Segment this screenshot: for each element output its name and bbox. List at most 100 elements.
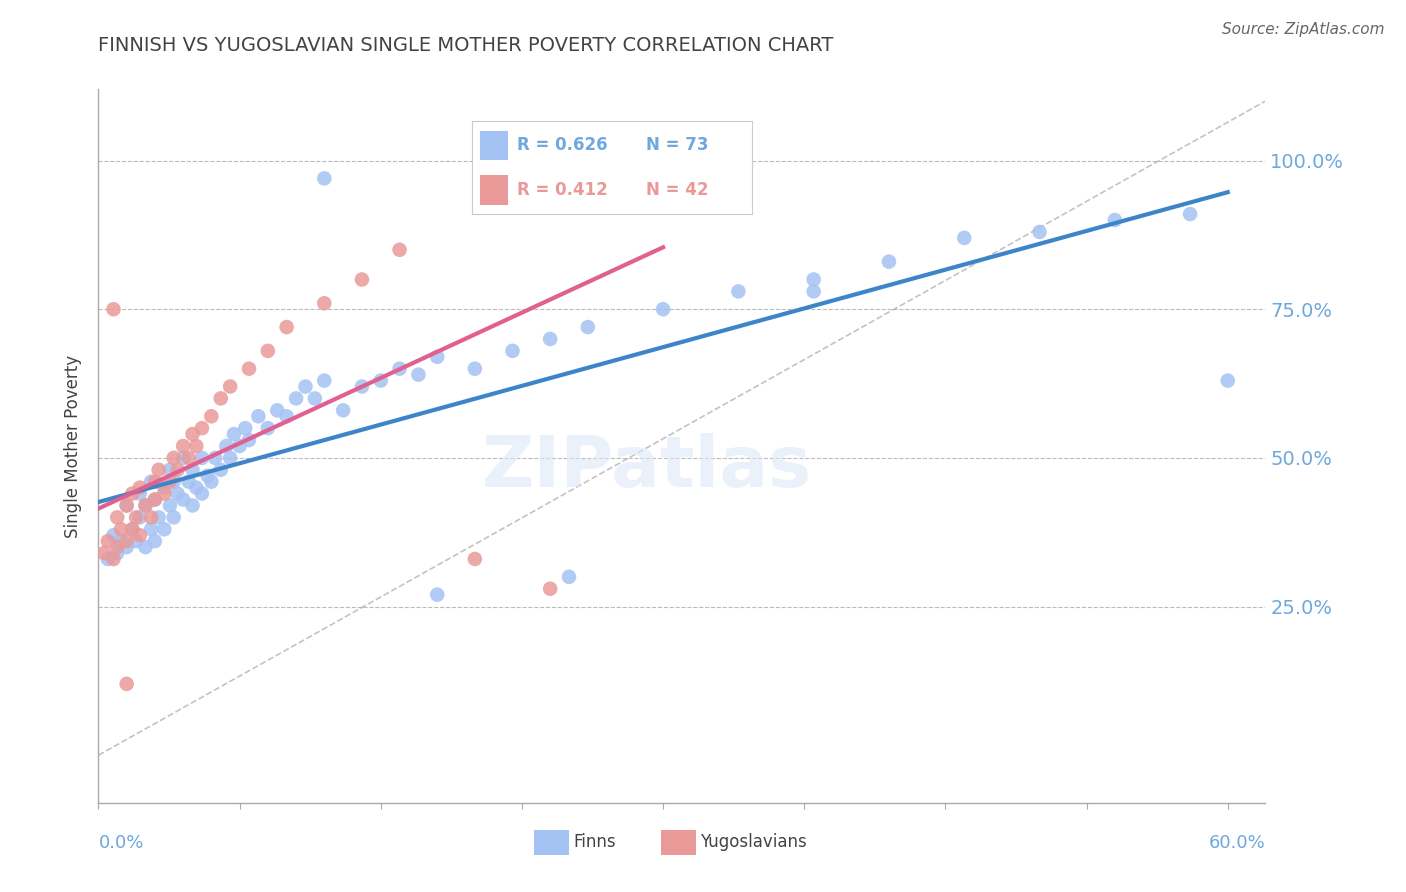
Point <box>172 439 194 453</box>
Point <box>332 403 354 417</box>
Point <box>256 421 278 435</box>
Point <box>464 552 486 566</box>
Point <box>408 368 430 382</box>
Point <box>1104 213 1126 227</box>
Point <box>134 499 156 513</box>
Point <box>186 481 208 495</box>
Point <box>159 499 181 513</box>
Point <box>172 492 194 507</box>
Point <box>159 463 181 477</box>
Text: ZIPatlas: ZIPatlas <box>482 433 811 502</box>
Point <box>121 486 143 500</box>
Point <box>294 379 316 393</box>
Point <box>304 392 326 406</box>
Point <box>314 374 336 388</box>
Point <box>803 272 825 286</box>
Point <box>128 481 150 495</box>
Point <box>1216 374 1239 388</box>
Point <box>97 534 120 549</box>
Point <box>200 475 222 489</box>
Point <box>153 522 176 536</box>
Text: FINNISH VS YUGOSLAVIAN SINGLE MOTHER POVERTY CORRELATION CHART: FINNISH VS YUGOSLAVIAN SINGLE MOTHER POV… <box>98 36 834 54</box>
Point <box>181 499 204 513</box>
Point <box>148 510 170 524</box>
Point <box>247 409 270 424</box>
Point <box>197 468 219 483</box>
Point <box>576 320 599 334</box>
Point <box>204 450 226 465</box>
Text: 0.0%: 0.0% <box>98 834 143 852</box>
Point <box>115 499 138 513</box>
Point <box>266 403 288 417</box>
Point <box>143 475 166 489</box>
Point <box>139 510 162 524</box>
Point <box>128 528 150 542</box>
Point <box>163 475 186 489</box>
Point <box>209 463 232 477</box>
Point <box>191 486 214 500</box>
Point <box>388 361 411 376</box>
Text: Source: ZipAtlas.com: Source: ZipAtlas.com <box>1222 22 1385 37</box>
Point <box>115 499 138 513</box>
Point <box>181 463 204 477</box>
Point <box>153 481 176 495</box>
Point <box>426 350 449 364</box>
Text: 60.0%: 60.0% <box>1209 834 1265 852</box>
Point <box>105 540 128 554</box>
Y-axis label: Single Mother Poverty: Single Mother Poverty <box>65 354 83 538</box>
Point <box>502 343 524 358</box>
Point <box>1028 225 1050 239</box>
Point <box>209 392 232 406</box>
Point <box>110 522 132 536</box>
Point <box>350 272 373 286</box>
Point <box>727 285 749 299</box>
Point <box>115 540 138 554</box>
Point <box>1178 207 1201 221</box>
Point <box>370 374 392 388</box>
Point <box>103 528 125 542</box>
Point <box>143 492 166 507</box>
Point <box>538 332 561 346</box>
Point <box>177 475 200 489</box>
Point <box>314 296 336 310</box>
Point <box>177 450 200 465</box>
Point <box>238 433 260 447</box>
Point <box>172 450 194 465</box>
Point <box>143 534 166 549</box>
Point <box>166 463 188 477</box>
Point <box>121 522 143 536</box>
Point <box>105 510 128 524</box>
Point <box>139 522 162 536</box>
Point <box>276 320 298 334</box>
Point <box>134 540 156 554</box>
Point <box>222 427 245 442</box>
Point <box>97 552 120 566</box>
Point <box>93 546 115 560</box>
Point <box>163 450 186 465</box>
Point <box>200 409 222 424</box>
Point <box>285 392 308 406</box>
Point <box>103 552 125 566</box>
Text: Finns: Finns <box>574 833 616 851</box>
Point <box>105 546 128 560</box>
Point <box>166 486 188 500</box>
Point <box>256 343 278 358</box>
Point <box>219 379 242 393</box>
Point <box>215 439 238 453</box>
Point <box>143 492 166 507</box>
Point <box>110 534 132 549</box>
Point <box>233 421 256 435</box>
Point <box>464 361 486 376</box>
Point <box>148 463 170 477</box>
Point <box>314 171 336 186</box>
Point <box>219 450 242 465</box>
Point <box>228 439 250 453</box>
Point <box>181 427 204 442</box>
Point <box>877 254 900 268</box>
Point <box>128 510 150 524</box>
Point <box>388 243 411 257</box>
Point <box>614 171 637 186</box>
Point <box>128 486 150 500</box>
Point <box>238 361 260 376</box>
Point <box>426 588 449 602</box>
